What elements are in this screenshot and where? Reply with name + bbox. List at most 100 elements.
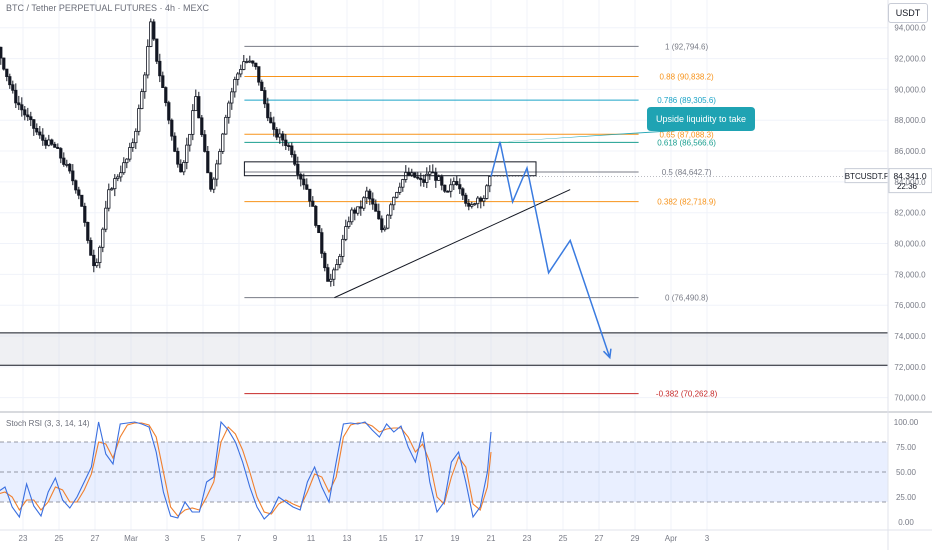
candle-down: [23, 109, 27, 116]
candle-down: [41, 134, 45, 141]
candle-down: [14, 89, 18, 104]
time-tick-label: 7: [237, 534, 242, 543]
range-zone[interactable]: [0, 332, 888, 366]
candle-down: [92, 254, 96, 267]
candle-down: [320, 232, 324, 254]
time-tick-label: 27: [91, 534, 100, 543]
candle-down: [77, 189, 81, 196]
candle-down: [359, 206, 363, 209]
candle-down: [17, 102, 21, 106]
time-tick-label: 27: [595, 534, 604, 543]
candle-down: [407, 172, 411, 176]
candle-down: [89, 240, 93, 256]
candle-down: [167, 102, 171, 121]
candle-down: [434, 172, 438, 181]
time-tick-label: 25: [559, 534, 568, 543]
candle-down: [323, 252, 327, 269]
time-tick-label: Mar: [124, 534, 138, 543]
candle-down: [206, 151, 210, 174]
candle-up: [134, 130, 138, 144]
fib-retracement[interactable]: 1 (92,794.6) 0.88 (90,838.2) 0.786 (89,305…: [244, 42, 718, 399]
time-tick-label: 11: [307, 534, 316, 543]
candle-down: [158, 60, 162, 77]
price-tick-label: 82,000.0: [894, 209, 926, 218]
fib-level-label: 0 (76,490.8): [665, 294, 708, 303]
candle-down: [377, 210, 381, 220]
fib-level-label: 0.618 (86,566.6): [657, 138, 716, 147]
candle-up: [248, 60, 252, 63]
candle-down: [479, 197, 483, 202]
stoch-tick-label: 25.00: [896, 493, 917, 502]
drawings[interactable]: Upside liquidity to take: [243, 107, 888, 360]
candlesticks: [0, 18, 492, 287]
candle-down: [173, 135, 177, 152]
candle-down: [260, 81, 264, 91]
candle-up: [398, 186, 402, 193]
candle-up: [425, 173, 429, 183]
price-tick-label: 72,000.0: [894, 363, 926, 372]
candle-up: [236, 73, 240, 80]
candle-down: [44, 139, 48, 146]
candle-down: [59, 148, 63, 159]
candle-down: [2, 57, 6, 70]
candle-down: [263, 90, 267, 105]
candle-down: [251, 60, 255, 64]
fib-level-label: 0.65 (87,088.3): [659, 130, 714, 139]
current-price-tag[interactable]: [888, 168, 932, 194]
time-tick-label: 29: [631, 534, 640, 543]
symbol-tag-text: BTCUSDT.P: [845, 172, 889, 181]
candle-down: [5, 68, 9, 77]
projection-arrowhead[interactable]: [602, 348, 612, 360]
candle-down: [257, 66, 261, 83]
candle-down: [197, 96, 201, 119]
candle-up: [365, 190, 369, 199]
candle-down: [467, 202, 471, 207]
candle-up: [410, 172, 414, 176]
candle-up: [437, 176, 441, 181]
stoch-rsi-title[interactable]: Stoch RSI (3, 3, 14, 14): [6, 419, 90, 428]
price-tick-label: 74,000.0: [894, 332, 926, 341]
time-tick-label: 13: [343, 534, 352, 543]
candle-down: [443, 184, 447, 192]
candle-down: [35, 127, 39, 133]
candle-up: [452, 181, 456, 186]
candle-up: [239, 68, 243, 75]
fib-level-label: 0.382 (82,718.9): [657, 198, 716, 207]
resistance-box[interactable]: [243, 161, 537, 177]
price-tick-label: 80,000.0: [894, 240, 926, 249]
candle-down: [269, 117, 273, 124]
candle-down: [170, 119, 174, 137]
candle-up: [188, 133, 192, 146]
price-tick-label: 78,000.0: [894, 270, 926, 279]
candle-down: [53, 143, 57, 148]
stoch-tick-label: 100.00: [894, 418, 919, 427]
callout-bubble[interactable]: [500, 107, 755, 142]
ascending-trendline[interactable]: [334, 189, 571, 299]
candle-up: [137, 108, 141, 132]
stoch-rsi-pane: 0.00 25.00 50.00 75.00 100.00: [0, 411, 932, 527]
price-tick-label: 92,000.0: [894, 55, 926, 64]
candle-up: [395, 191, 399, 198]
candle-down: [317, 225, 321, 234]
candle-up: [347, 221, 351, 227]
symbol-title[interactable]: BTC / Tether PERPETUAL FUTURES · 4h · ME…: [6, 3, 210, 13]
candle-down: [413, 172, 417, 178]
candle-up: [332, 269, 336, 280]
zones: [0, 332, 888, 366]
candle-up: [113, 178, 117, 190]
current-price-text: 84,341.0: [893, 171, 926, 181]
price-tick-label: 88,000.0: [894, 116, 926, 125]
candle-up: [344, 226, 348, 240]
fib-level-label: 0.88 (90,838.2): [659, 72, 714, 81]
candle-down: [353, 209, 357, 214]
candle-down: [272, 122, 276, 130]
candle-up: [221, 133, 225, 152]
candle-down: [179, 163, 183, 173]
candle-down: [266, 103, 270, 119]
candle-down: [371, 198, 375, 205]
candle-down: [461, 188, 465, 196]
currency-badge[interactable]: USDT: [888, 3, 928, 23]
